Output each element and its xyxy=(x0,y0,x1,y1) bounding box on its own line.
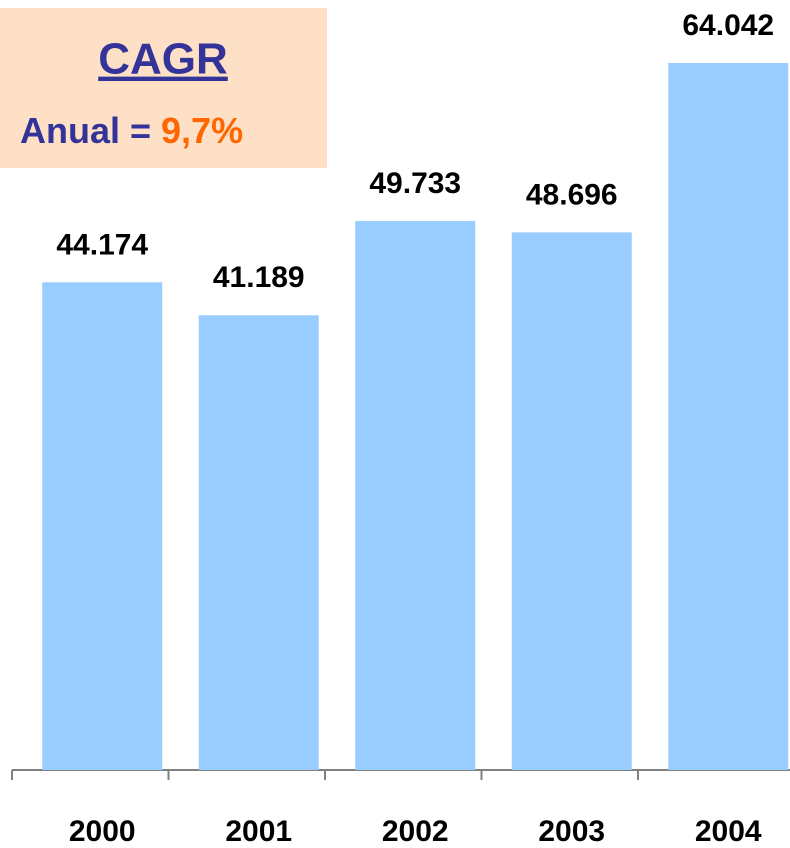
annotation-label: Anual = xyxy=(20,110,151,151)
annotation-title: CAGR xyxy=(98,35,228,84)
annotation-text: Anual = 9,7% xyxy=(20,110,243,151)
bar xyxy=(198,315,319,770)
value-label: 49.733 xyxy=(369,167,461,200)
annotation-value: 9,7% xyxy=(161,110,243,151)
bar xyxy=(668,63,789,770)
x-tick-label: 2000 xyxy=(69,815,136,848)
annotation-box xyxy=(0,8,327,168)
bar xyxy=(511,232,632,770)
value-label: 48.696 xyxy=(526,178,618,211)
bar xyxy=(355,220,476,770)
bar xyxy=(42,282,163,770)
x-tick-label: 2003 xyxy=(538,815,605,848)
x-tick-label: 2004 xyxy=(695,815,762,848)
x-tick-label: 2002 xyxy=(382,815,449,848)
value-label: 41.189 xyxy=(213,261,305,294)
value-label: 64.042 xyxy=(682,9,774,42)
value-label: 44.174 xyxy=(56,228,148,261)
x-tick-label: 2001 xyxy=(225,815,292,848)
